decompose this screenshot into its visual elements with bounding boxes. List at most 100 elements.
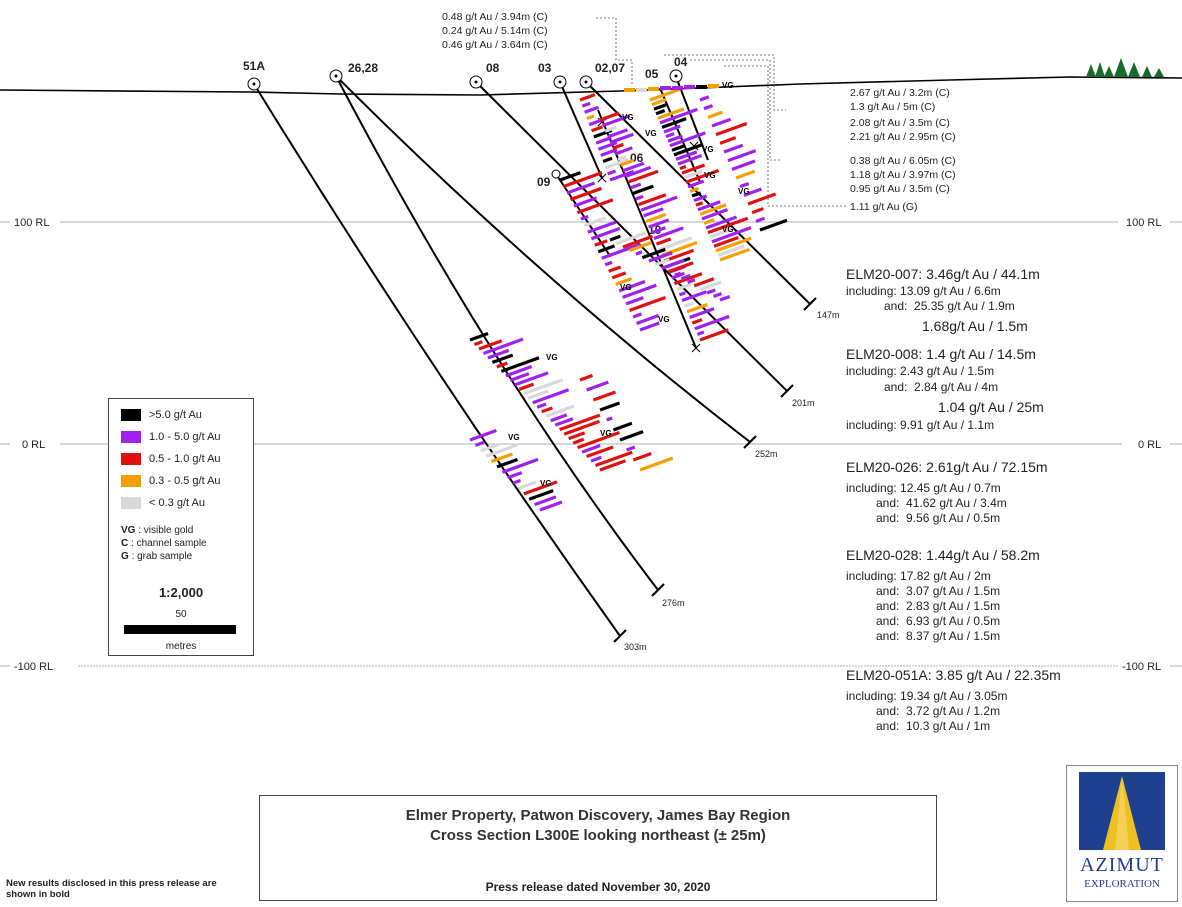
end-of-hole-ticks <box>613 297 817 643</box>
assay-bar <box>577 430 620 450</box>
assay-bar <box>703 104 714 111</box>
collar-markers <box>247 69 683 179</box>
hole-2628-trace-b <box>335 75 751 443</box>
assay-bar <box>583 216 607 228</box>
assay-bar <box>619 158 635 167</box>
assay-bar <box>723 143 744 154</box>
assay-bar <box>699 203 727 216</box>
assay-bar <box>639 456 674 472</box>
assay-bar <box>629 295 667 312</box>
legend-note-g: G : grab sample <box>121 551 193 562</box>
scale-bar <box>124 625 236 634</box>
assay-bar <box>643 207 664 218</box>
svg-text:0.95 g/t Au / 3.5m (C): 0.95 g/t Au / 3.5m (C) <box>850 183 950 195</box>
assay-bar <box>576 198 614 215</box>
result-elm20-008-l1: including: 2.43 g/t Au / 1.5m <box>846 364 995 378</box>
assay-bar <box>653 226 684 240</box>
assay-bar <box>482 337 524 355</box>
assay-bar <box>545 404 575 418</box>
rl-label-0: 0 RL <box>22 439 45 451</box>
azimut-logo-mark <box>1079 772 1165 850</box>
hole-label-08: 08 <box>486 61 500 75</box>
assay-bar <box>626 445 636 452</box>
result-elm20-026-l2: and: 41.62 g/t Au / 3.4m <box>876 496 1007 510</box>
assay-bar <box>622 161 645 173</box>
assay-bar <box>719 294 731 302</box>
vg-labels: VG VG VG VG VG VG VG VG VG VG VG VG VG <box>508 81 750 488</box>
assay-bar <box>539 500 563 512</box>
section-title: Elmer Property, Patwon Discovery, James … <box>405 807 791 824</box>
hole-05-trace <box>659 87 701 183</box>
assay-bar <box>485 443 518 458</box>
legend-swatch <box>121 453 141 465</box>
assay-bar <box>517 480 537 490</box>
assay-bar <box>628 241 652 253</box>
legend-note-c: C : channel sample <box>121 538 207 549</box>
azimut-logo: AZIMUT EXPLORATION <box>1066 765 1178 902</box>
svg-text:VG: VG <box>738 187 750 196</box>
result-elm20-008-l3: 1.04 g/t Au / 25m <box>938 399 1044 415</box>
assay-bar <box>617 155 627 161</box>
assay-bar <box>695 201 704 207</box>
scale-value: 50 <box>175 609 187 620</box>
assay-bar <box>667 134 683 143</box>
assay-bar <box>594 239 608 247</box>
assay-bar <box>579 93 596 102</box>
assay-bar <box>501 457 539 474</box>
legend-label: 1.0 - 5.0 g/t Au <box>149 431 221 443</box>
assay-bar <box>618 279 646 293</box>
assay-bar <box>705 215 738 230</box>
hole-label-51a: 51A <box>243 59 265 73</box>
assay-bar <box>625 165 652 178</box>
assay-bar <box>681 290 707 303</box>
legend-label: >5.0 g/t Au <box>149 409 202 421</box>
assay-bar <box>650 226 666 235</box>
assay-bar <box>607 169 617 176</box>
assay-bar <box>691 318 703 325</box>
assay-bar <box>639 321 660 332</box>
svg-text:VG: VG <box>722 81 734 90</box>
assay-bar <box>715 236 752 253</box>
assay-bar <box>580 214 589 221</box>
assay-bar <box>622 234 654 249</box>
assay-bar <box>673 142 704 157</box>
assay-bar <box>600 148 618 157</box>
assay-bars <box>469 84 788 512</box>
assay-bar <box>602 114 631 128</box>
result-elm20-008-l4: including: 9.91 g/t Au / 1.1m <box>846 418 995 432</box>
svg-text:VG: VG <box>645 129 657 138</box>
assay-bar <box>630 182 642 190</box>
assay-bar <box>604 260 613 267</box>
assay-bar <box>609 132 634 145</box>
hole-label-03: 03 <box>538 61 552 75</box>
assay-bar <box>661 117 687 129</box>
assay-bar <box>706 288 716 295</box>
svg-text:0.38 g/t Au / 6.05m (C): 0.38 g/t Au / 6.05m (C) <box>850 155 956 167</box>
assay-bar <box>536 402 547 409</box>
assay-bar <box>685 168 720 184</box>
svg-text:VG: VG <box>600 429 612 438</box>
svg-text:1.18 g/t Au / 3.97m (C): 1.18 g/t Au / 3.97m (C) <box>850 169 956 181</box>
assay-bar <box>609 234 621 242</box>
channel-callout-leaders <box>596 17 846 207</box>
assay-bar <box>514 371 549 387</box>
assay-bar <box>473 340 483 346</box>
svg-text:1.11 g/t Au (G): 1.11 g/t Au (G) <box>850 201 918 213</box>
assay-bar <box>604 157 630 170</box>
assay-bar <box>707 216 749 235</box>
assay-bar <box>573 196 598 208</box>
svg-text:VG: VG <box>722 225 734 234</box>
assay-bar <box>648 251 673 263</box>
assay-bar <box>679 164 687 171</box>
depth-label-201: 201m <box>792 398 815 408</box>
assay-bar <box>635 250 643 256</box>
assay-bar <box>590 125 604 133</box>
svg-text:VG: VG <box>546 353 558 362</box>
collar-09 <box>551 169 561 179</box>
svg-text:2.21 g/t Au / 2.95m (C): 2.21 g/t Au / 2.95m (C) <box>850 131 956 143</box>
assay-bar <box>709 227 734 239</box>
assay-bar <box>619 430 644 442</box>
assay-bar <box>693 277 715 288</box>
hole-label-0207: 02,07 <box>595 61 625 75</box>
assay-bar <box>606 416 613 422</box>
